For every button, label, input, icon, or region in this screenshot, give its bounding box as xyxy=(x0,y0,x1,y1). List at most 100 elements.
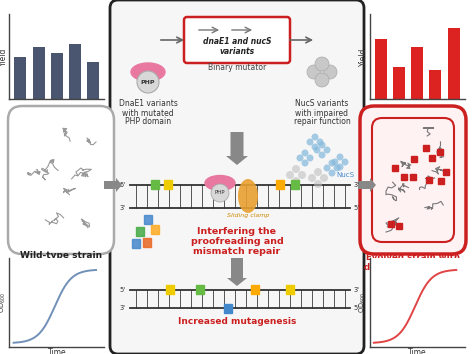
Bar xyxy=(151,225,159,234)
Bar xyxy=(447,28,459,99)
Ellipse shape xyxy=(211,184,229,202)
Ellipse shape xyxy=(314,180,322,188)
Bar xyxy=(144,215,152,224)
Text: 3': 3' xyxy=(120,305,126,311)
Y-axis label: Yield: Yield xyxy=(359,47,368,66)
Ellipse shape xyxy=(307,138,313,145)
Ellipse shape xyxy=(301,149,309,156)
Bar xyxy=(375,39,387,99)
Ellipse shape xyxy=(131,63,165,81)
Ellipse shape xyxy=(341,159,348,166)
Bar xyxy=(388,221,394,227)
Ellipse shape xyxy=(320,174,328,182)
Text: variants: variants xyxy=(219,47,255,57)
Text: 5': 5' xyxy=(120,182,126,188)
Ellipse shape xyxy=(314,168,322,176)
Text: with impaired: with impaired xyxy=(295,108,348,118)
Y-axis label: OD$_{600}$: OD$_{600}$ xyxy=(358,292,368,313)
Text: Binary mutator: Binary mutator xyxy=(208,63,266,73)
Ellipse shape xyxy=(328,160,336,166)
FancyArrow shape xyxy=(358,178,376,192)
Bar xyxy=(410,174,416,180)
Bar xyxy=(87,62,99,99)
Bar xyxy=(393,67,405,99)
Ellipse shape xyxy=(337,154,344,160)
Bar xyxy=(427,177,432,183)
Bar xyxy=(392,165,398,171)
Text: Evolved strain with: Evolved strain with xyxy=(366,253,460,263)
Bar xyxy=(276,180,284,189)
Bar xyxy=(33,47,45,99)
Ellipse shape xyxy=(286,171,294,179)
Ellipse shape xyxy=(311,143,319,150)
Bar xyxy=(69,44,81,99)
FancyArrow shape xyxy=(227,258,247,286)
Bar xyxy=(423,145,429,151)
Ellipse shape xyxy=(323,165,330,171)
Text: 3': 3' xyxy=(354,287,360,293)
Text: PHP domain: PHP domain xyxy=(125,118,171,126)
Bar xyxy=(136,227,144,236)
Ellipse shape xyxy=(323,65,337,79)
Text: desired phenotypes: desired phenotypes xyxy=(365,263,462,273)
Bar xyxy=(164,180,172,189)
Bar xyxy=(15,57,27,99)
FancyBboxPatch shape xyxy=(8,106,114,254)
Ellipse shape xyxy=(238,179,258,213)
Text: Sliding clamp: Sliding clamp xyxy=(227,212,269,217)
Ellipse shape xyxy=(334,165,340,171)
FancyArrow shape xyxy=(226,132,248,165)
Ellipse shape xyxy=(323,147,330,154)
Text: NucS: NucS xyxy=(336,172,354,178)
Text: 3': 3' xyxy=(354,182,360,188)
Bar xyxy=(401,174,408,180)
X-axis label: Time: Time xyxy=(47,348,66,354)
Bar xyxy=(429,155,435,161)
Text: PHP: PHP xyxy=(141,80,155,85)
Ellipse shape xyxy=(319,152,326,159)
Bar xyxy=(286,285,294,294)
Y-axis label: OD$_{600}$: OD$_{600}$ xyxy=(0,292,8,313)
Text: PHP: PHP xyxy=(215,190,225,195)
Ellipse shape xyxy=(137,71,159,93)
Text: NucS variants: NucS variants xyxy=(295,99,349,108)
Ellipse shape xyxy=(205,176,235,190)
Bar xyxy=(411,47,423,99)
Ellipse shape xyxy=(308,174,316,182)
Ellipse shape xyxy=(292,165,300,173)
Ellipse shape xyxy=(315,57,329,71)
Text: 5': 5' xyxy=(354,305,360,311)
Text: Increased mutagenesis: Increased mutagenesis xyxy=(178,318,296,326)
Bar xyxy=(438,178,444,184)
Bar xyxy=(132,239,140,248)
Bar xyxy=(396,223,402,229)
Text: mismatch repair: mismatch repair xyxy=(193,247,281,257)
FancyBboxPatch shape xyxy=(360,106,466,254)
Bar xyxy=(443,169,449,175)
Text: dnaE1 and nucS: dnaE1 and nucS xyxy=(203,38,271,46)
FancyBboxPatch shape xyxy=(110,0,364,354)
Ellipse shape xyxy=(337,164,344,171)
Text: repair function: repair function xyxy=(293,118,350,126)
Ellipse shape xyxy=(298,171,306,179)
Bar xyxy=(429,70,441,99)
Text: with mutated: with mutated xyxy=(122,108,174,118)
Bar xyxy=(438,149,444,155)
Ellipse shape xyxy=(331,159,338,166)
Ellipse shape xyxy=(317,138,323,145)
Ellipse shape xyxy=(301,160,309,166)
Y-axis label: Yield: Yield xyxy=(0,47,8,66)
Text: 3': 3' xyxy=(120,205,126,211)
FancyArrow shape xyxy=(104,178,122,192)
Ellipse shape xyxy=(313,147,320,154)
Bar xyxy=(224,304,232,313)
Text: proofreading and: proofreading and xyxy=(191,238,283,246)
Ellipse shape xyxy=(297,154,303,161)
Ellipse shape xyxy=(307,65,321,79)
Text: 5': 5' xyxy=(354,205,360,211)
Text: Interfering the: Interfering the xyxy=(198,228,276,236)
FancyBboxPatch shape xyxy=(184,17,290,63)
Ellipse shape xyxy=(307,154,313,161)
Text: Wild-type strain: Wild-type strain xyxy=(20,251,102,261)
Bar xyxy=(151,180,159,189)
